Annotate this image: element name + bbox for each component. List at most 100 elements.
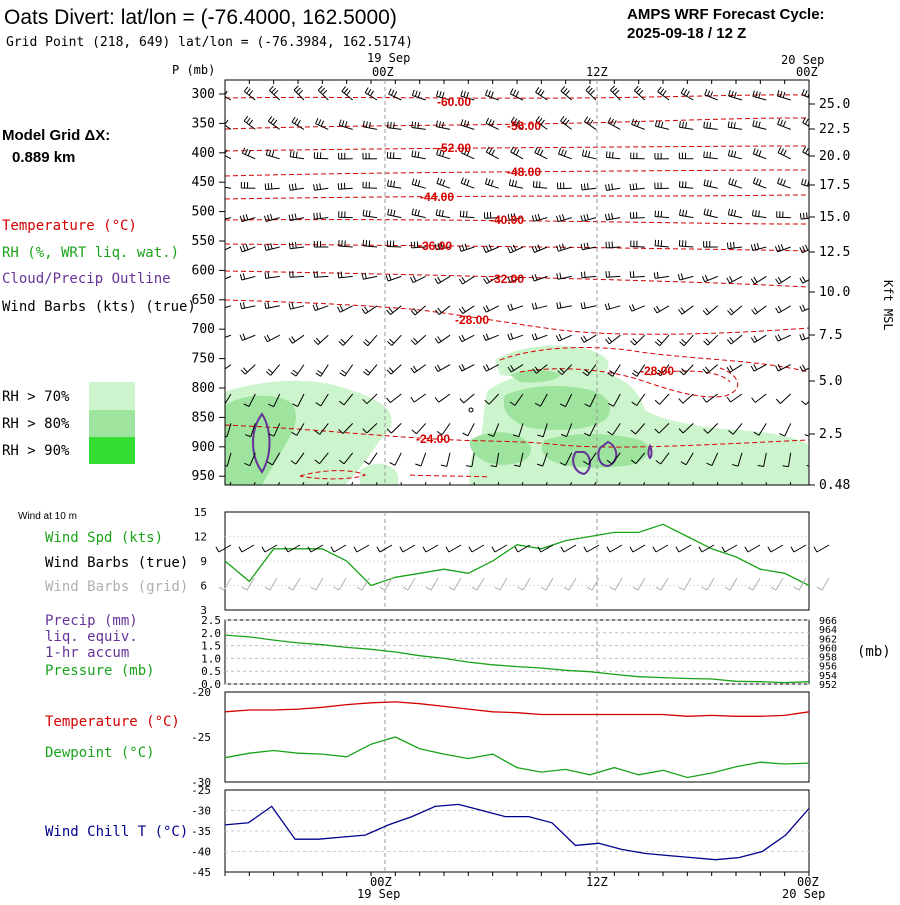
wind-barb: [312, 303, 329, 311]
wind-barb: [726, 364, 743, 373]
cloud-marker: [468, 407, 474, 413]
wind-barb: [241, 147, 256, 160]
pressure-tick-label: 900: [192, 440, 215, 455]
wind-barb: [264, 182, 280, 190]
wind-barb: [704, 89, 718, 101]
wind-barb: [531, 302, 548, 310]
wind-barb: [630, 334, 646, 346]
wind-barb: [777, 177, 791, 189]
wind-barb: [537, 423, 548, 438]
wind-barb: [801, 400, 809, 406]
wind-barb: [436, 177, 451, 189]
wind-barb: [799, 304, 809, 312]
wind-barb: [317, 85, 329, 101]
wind-barb: [225, 275, 232, 280]
wind-barb: [243, 86, 256, 101]
wind-barb: [436, 423, 451, 436]
wind-barb: [703, 179, 718, 189]
isotherm-line: [225, 145, 809, 152]
wind-barb: [225, 334, 232, 338]
wind-barb: [485, 146, 499, 160]
height-tick-label: 10.0: [819, 285, 850, 300]
wind-barb: [703, 423, 719, 434]
wind-barb: [386, 151, 402, 160]
wind-barb: [313, 183, 329, 191]
wind-barb: [410, 305, 427, 316]
wind-barb-grid: [816, 577, 830, 591]
wind-barb: [338, 211, 353, 219]
wind-barb-true: [652, 544, 669, 553]
wind-barb: [583, 116, 597, 130]
wind-barb: [411, 150, 426, 160]
wind-barb-grid: [563, 577, 577, 591]
wind-barb: [268, 423, 281, 437]
wind-barb: [657, 86, 670, 101]
wind-barb: [605, 241, 621, 249]
wind-barb: [512, 423, 524, 438]
wind-barb: [678, 239, 694, 248]
wind-barb: [726, 393, 743, 403]
wind-barb: [655, 452, 670, 465]
wind-barb-grid: [310, 577, 324, 591]
wind-barb: [581, 271, 597, 279]
wind-barb: [752, 209, 767, 219]
wind-barb: [313, 241, 329, 248]
pressure-tick-label: 850: [192, 410, 215, 425]
wind-barb: [337, 271, 353, 279]
wind-barb: [386, 121, 402, 130]
wind-barb: [288, 183, 305, 191]
cloud-outline: [647, 443, 653, 460]
wind-barb-grid: [241, 577, 255, 591]
isotherm-line: [519, 367, 738, 398]
wind-barb: [679, 209, 694, 219]
wind-barb: [507, 303, 524, 311]
bottom-time-00z-2: 00Z: [797, 875, 819, 889]
rh80-region: [510, 369, 560, 383]
rh90-swatch: [89, 437, 135, 464]
wind-chill-tick-label: -25: [191, 784, 211, 797]
isotherm-line: [499, 346, 809, 373]
pressure-tick-label: 500: [192, 205, 215, 220]
pressure-tick-label: 800: [192, 381, 215, 396]
wind-barb: [225, 423, 232, 438]
wind-barb-grid: [632, 577, 646, 591]
wind-barb: [605, 334, 621, 345]
top-time-00z: 00Z: [372, 65, 394, 79]
wind-barb: [701, 274, 718, 283]
pressure-axis-label: P (mb): [172, 63, 215, 77]
pressure-tick-label: 962: [819, 634, 837, 645]
wind-barb: [605, 183, 621, 191]
wind-barb: [483, 364, 499, 372]
wind-panel: Wind at 10 m Wind Spd (kts) Wind Barbs (…: [18, 506, 830, 617]
legend-wind: Wind Barbs (kts) (true): [2, 299, 196, 315]
wind-barb: [315, 364, 329, 377]
wind-barb: [726, 275, 743, 284]
wind-barb: [559, 393, 573, 408]
wind-barb: [629, 211, 645, 219]
height-tick-label: 0.48: [819, 478, 850, 493]
wind-chill-tick-label: -35: [191, 825, 211, 838]
wind-barb: [751, 305, 767, 315]
wind-barb: [507, 275, 524, 283]
wind-barb: [774, 334, 791, 342]
rh-shading: [225, 345, 809, 485]
wind-barb: [264, 242, 280, 251]
wind-barb: [483, 211, 499, 219]
wind-barb: [288, 334, 305, 344]
isotherm-label: -28.00: [455, 313, 489, 327]
isotherm-line: [299, 470, 367, 480]
precip-pressure-panel: Precip (mm) liq. equiv. 1-hr accum Press…: [45, 613, 891, 691]
isotherm-label: -56.00: [507, 119, 541, 133]
wind-barb: [752, 120, 767, 130]
wind-barb: [531, 244, 548, 253]
wind-barb: [253, 481, 256, 485]
wind-barb: [244, 452, 256, 467]
wind-barb: [301, 481, 305, 485]
wind-chill-panel: Wind Chill T (°C) -25 -30 -35 -40 -45: [45, 784, 810, 879]
wind-barb: [243, 115, 256, 130]
wind-barbs-true-label: Wind Barbs (true): [45, 555, 188, 571]
wind-barb: [558, 148, 572, 160]
wind-barb: [410, 364, 426, 374]
wind-barb-true: [744, 544, 761, 553]
